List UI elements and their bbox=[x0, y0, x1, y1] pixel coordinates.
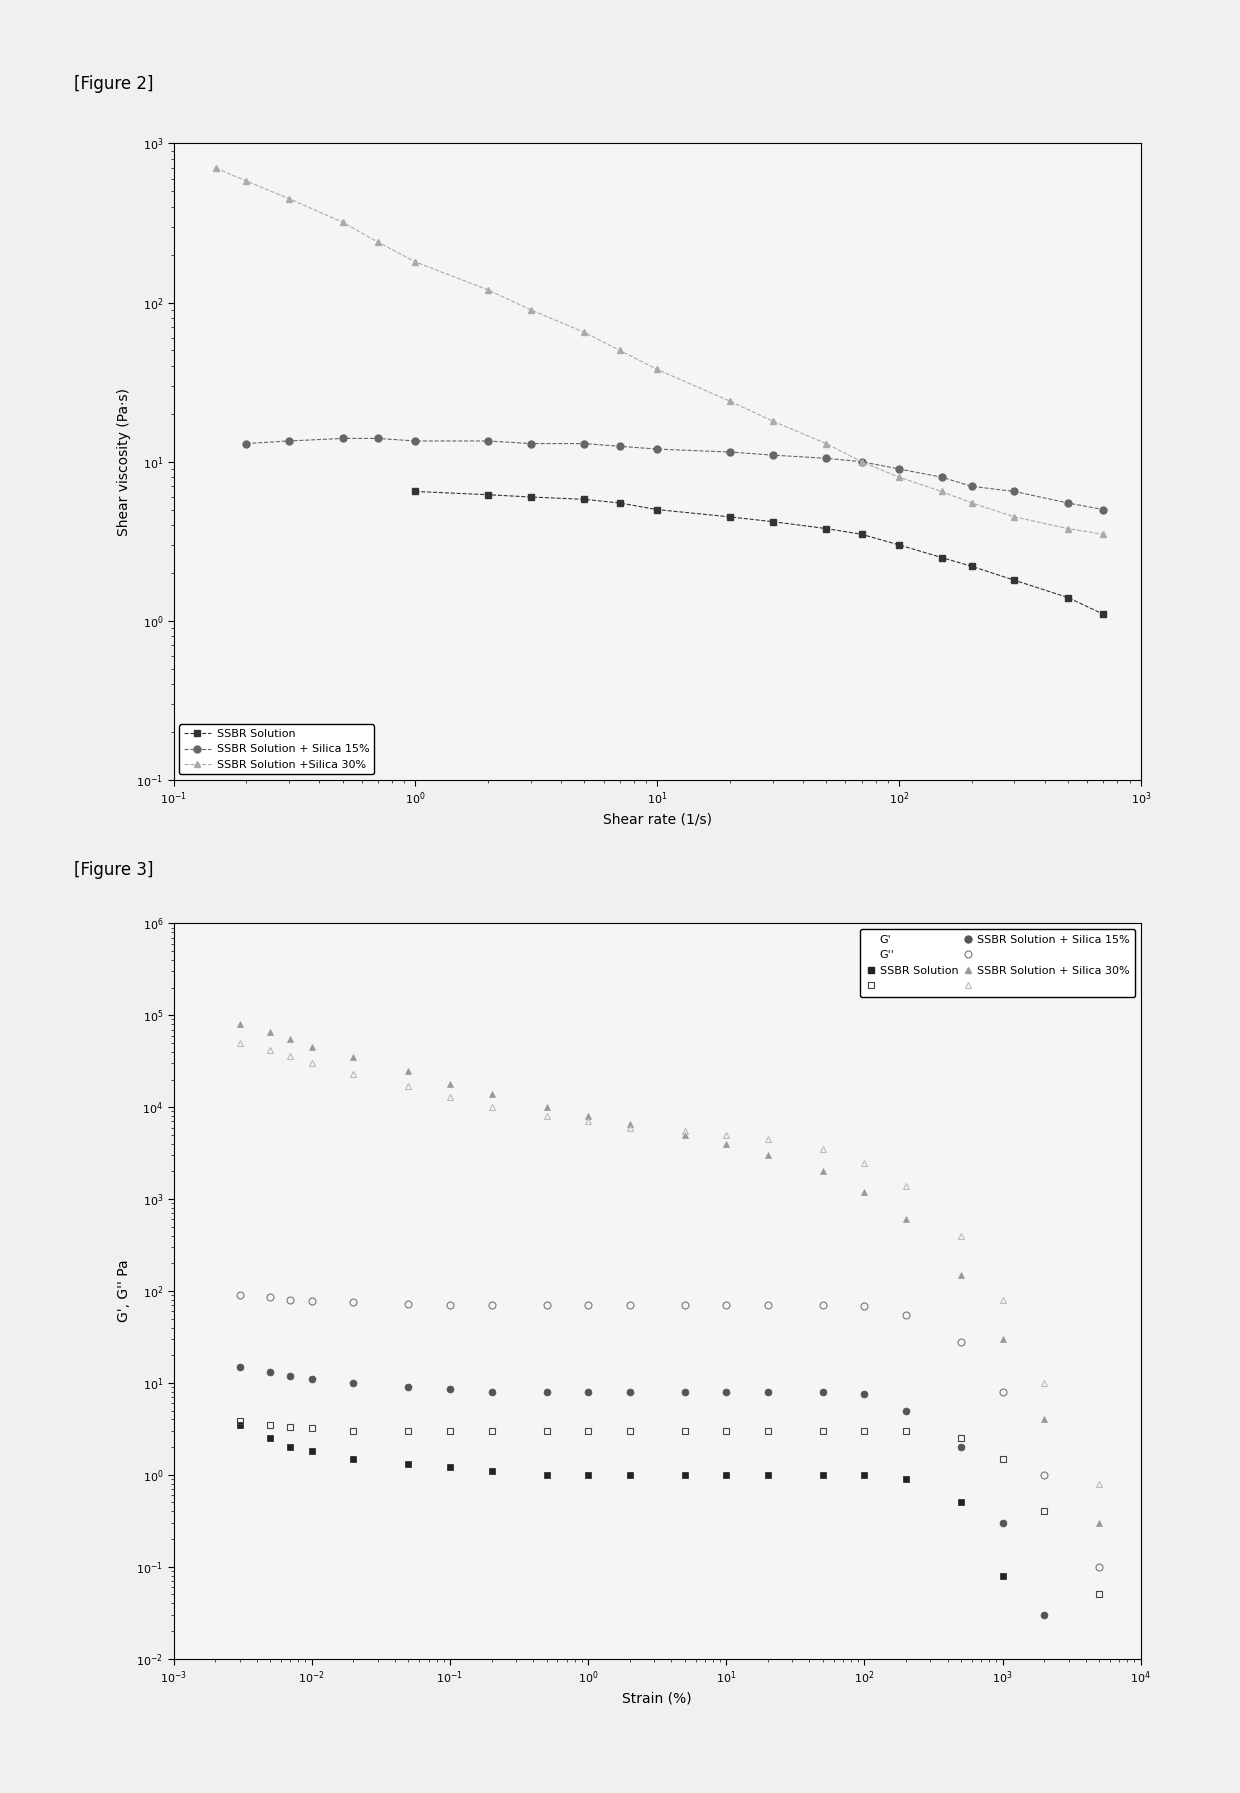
SSBR Solution +Silica 30% bbox=[523, 299, 538, 321]
SSBR Solution bbox=[892, 534, 906, 556]
SSBR Solution bbox=[408, 481, 423, 502]
SSBR Solution bbox=[1007, 570, 1022, 592]
SSBR Solution +Silica 30% bbox=[765, 411, 780, 432]
SSBR Solution + Silica 15% bbox=[408, 430, 423, 452]
SSBR Solution + Silica 15% bbox=[818, 448, 833, 470]
Y-axis label: Shear viscosity (Pa·s): Shear viscosity (Pa·s) bbox=[117, 387, 130, 536]
SSBR Solution + Silica 15% bbox=[613, 436, 627, 457]
SSBR Solution + Silica 15% bbox=[481, 430, 496, 452]
Y-axis label: G', G'' Pa: G', G'' Pa bbox=[117, 1260, 130, 1321]
SSBR Solution + Silica 15% bbox=[239, 432, 254, 454]
SSBR Solution + Silica 15% bbox=[650, 437, 665, 459]
SSBR Solution bbox=[1096, 604, 1111, 626]
SSBR Solution + Silica 15% bbox=[1060, 493, 1075, 515]
SSBR Solution +Silica 30% bbox=[281, 188, 296, 210]
SSBR Solution bbox=[1060, 586, 1075, 608]
SSBR Solution +Silica 30% bbox=[723, 391, 738, 412]
SSBR Solution +Silica 30% bbox=[208, 158, 223, 179]
Legend: G', G'', SSBR Solution, , SSBR Solution + Silica 15%, , SSBR Solution + Silica 3: G', G'', SSBR Solution, , SSBR Solution … bbox=[859, 929, 1136, 997]
SSBR Solution bbox=[481, 484, 496, 506]
SSBR Solution bbox=[650, 498, 665, 520]
X-axis label: Shear rate (1/s): Shear rate (1/s) bbox=[603, 812, 712, 827]
SSBR Solution +Silica 30% bbox=[650, 359, 665, 380]
SSBR Solution bbox=[765, 511, 780, 533]
Line: SSBR Solution + Silica 15%: SSBR Solution + Silica 15% bbox=[243, 436, 1107, 513]
SSBR Solution bbox=[723, 506, 738, 527]
SSBR Solution + Silica 15% bbox=[523, 432, 538, 454]
SSBR Solution + Silica 15% bbox=[1007, 481, 1022, 502]
SSBR Solution + Silica 15% bbox=[371, 429, 386, 450]
SSBR Solution + Silica 15% bbox=[281, 430, 296, 452]
SSBR Solution bbox=[523, 486, 538, 507]
X-axis label: Strain (%): Strain (%) bbox=[622, 1691, 692, 1705]
SSBR Solution +Silica 30% bbox=[239, 170, 254, 192]
SSBR Solution +Silica 30% bbox=[1060, 518, 1075, 540]
SSBR Solution + Silica 15% bbox=[335, 429, 350, 450]
SSBR Solution bbox=[965, 556, 980, 577]
SSBR Solution +Silica 30% bbox=[335, 212, 350, 233]
SSBR Solution +Silica 30% bbox=[965, 493, 980, 515]
Line: SSBR Solution: SSBR Solution bbox=[412, 488, 1107, 619]
SSBR Solution bbox=[818, 518, 833, 540]
SSBR Solution bbox=[577, 488, 591, 509]
Text: [Figure 3]: [Figure 3] bbox=[74, 861, 154, 879]
Line: SSBR Solution +Silica 30%: SSBR Solution +Silica 30% bbox=[213, 165, 1107, 538]
SSBR Solution +Silica 30% bbox=[892, 466, 906, 488]
SSBR Solution bbox=[613, 493, 627, 515]
SSBR Solution bbox=[934, 547, 949, 568]
SSBR Solution bbox=[854, 524, 869, 545]
SSBR Solution + Silica 15% bbox=[965, 475, 980, 497]
SSBR Solution + Silica 15% bbox=[1096, 498, 1111, 520]
SSBR Solution +Silica 30% bbox=[934, 481, 949, 502]
SSBR Solution + Silica 15% bbox=[892, 459, 906, 481]
SSBR Solution +Silica 30% bbox=[613, 339, 627, 360]
SSBR Solution + Silica 15% bbox=[934, 466, 949, 488]
SSBR Solution + Silica 15% bbox=[577, 432, 591, 454]
SSBR Solution +Silica 30% bbox=[854, 450, 869, 472]
SSBR Solution + Silica 15% bbox=[854, 450, 869, 472]
SSBR Solution +Silica 30% bbox=[577, 321, 591, 342]
SSBR Solution +Silica 30% bbox=[481, 280, 496, 301]
SSBR Solution + Silica 15% bbox=[723, 441, 738, 463]
SSBR Solution +Silica 30% bbox=[1096, 524, 1111, 545]
Text: [Figure 2]: [Figure 2] bbox=[74, 75, 154, 93]
SSBR Solution +Silica 30% bbox=[408, 251, 423, 273]
SSBR Solution + Silica 15% bbox=[765, 445, 780, 466]
Legend: SSBR Solution, SSBR Solution + Silica 15%, SSBR Solution +Silica 30%: SSBR Solution, SSBR Solution + Silica 15… bbox=[179, 724, 374, 775]
SSBR Solution +Silica 30% bbox=[371, 231, 386, 253]
SSBR Solution +Silica 30% bbox=[818, 432, 833, 454]
SSBR Solution +Silica 30% bbox=[1007, 506, 1022, 527]
